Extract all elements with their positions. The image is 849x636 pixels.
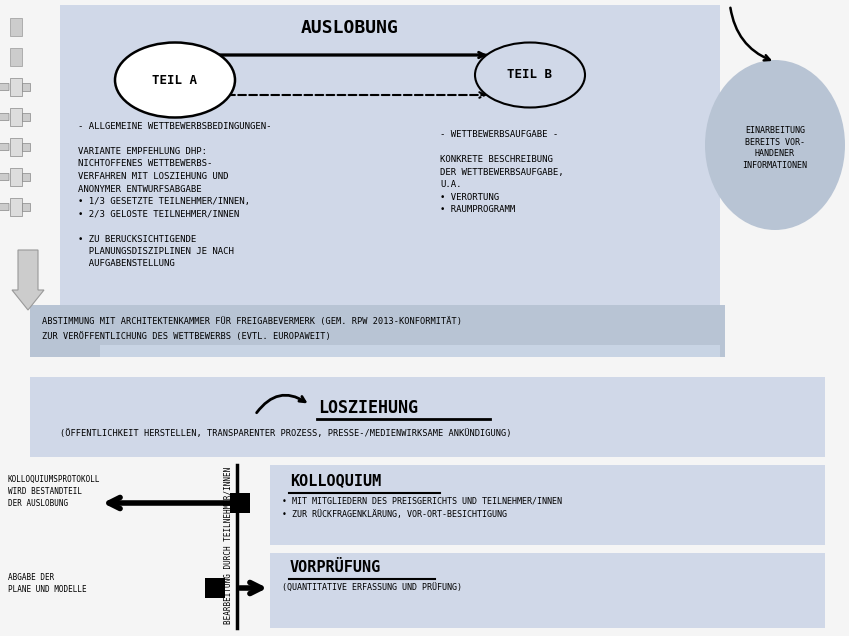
Bar xyxy=(10,48,22,66)
Bar xyxy=(270,465,825,545)
FancyArrow shape xyxy=(0,202,9,212)
Bar xyxy=(22,113,30,121)
Bar xyxy=(22,143,30,151)
FancyArrow shape xyxy=(0,81,9,92)
Bar xyxy=(270,553,825,628)
Bar xyxy=(10,78,22,96)
Bar xyxy=(10,108,22,126)
Text: • MIT MITGLIEDERN DES PREISGERICHTS UND TEILNEHMER/INNEN
• ZUR RÜCKFRAGENKLÄRUNG: • MIT MITGLIEDERN DES PREISGERICHTS UND … xyxy=(282,497,562,518)
Bar xyxy=(10,168,22,186)
Text: BEARBEITUNG DURCH TEILNEHMER/INNEN: BEARBEITUNG DURCH TEILNEHMER/INNEN xyxy=(223,466,233,624)
Bar xyxy=(30,377,825,457)
Bar xyxy=(10,138,22,156)
FancyArrow shape xyxy=(0,172,9,183)
Ellipse shape xyxy=(705,60,845,230)
Text: ABGABE DER
PLANE UND MODELLE: ABGABE DER PLANE UND MODELLE xyxy=(8,573,87,594)
FancyArrow shape xyxy=(0,111,9,123)
Bar xyxy=(0,628,849,636)
Text: - ALLGEMEINE WETTBEWERBSBEDINGUNGEN-

VARIANTE EMPFEHLUNG DHP:
NICHTOFFENES WETT: - ALLGEMEINE WETTBEWERBSBEDINGUNGEN- VAR… xyxy=(78,122,272,268)
Text: KOLLOQUIUM: KOLLOQUIUM xyxy=(290,473,381,488)
Text: TEIL A: TEIL A xyxy=(153,74,198,86)
Text: - WETTBEWERBSAUFGABE -

KONKRETE BESCHREIBUNG
DER WETTBEWERBSAUFGABE,
U.A.
• VER: - WETTBEWERBSAUFGABE - KONKRETE BESCHREI… xyxy=(440,130,564,214)
Bar xyxy=(10,198,22,216)
Bar xyxy=(22,83,30,91)
Text: ZUR VERÖFFENTLICHUNG DES WETTBEWERBS (EVTL. EUROPAWEIT): ZUR VERÖFFENTLICHUNG DES WETTBEWERBS (EV… xyxy=(42,332,331,341)
Text: EINARBEITUNG
BEREITS VOR-
HANDENER
INFORMATIONEN: EINARBEITUNG BEREITS VOR- HANDENER INFOR… xyxy=(743,126,807,170)
Bar xyxy=(10,18,22,36)
Bar xyxy=(60,5,720,305)
Bar xyxy=(22,173,30,181)
Text: ABSTIMMUNG MIT ARCHITEKTENKAMMER FÜR FREIGABEVERMERK (GEM. RPW 2013-KONFORMITÄT): ABSTIMMUNG MIT ARCHITEKTENKAMMER FÜR FRE… xyxy=(42,317,462,326)
Text: TEIL B: TEIL B xyxy=(508,69,553,81)
Bar xyxy=(0,457,849,465)
Ellipse shape xyxy=(115,43,235,118)
Text: KOLLOQUIUMSPROTOKOLL
WIRD BESTANDTEIL
DER AUSLOBUNG: KOLLOQUIUMSPROTOKOLL WIRD BESTANDTEIL DE… xyxy=(8,475,100,508)
FancyArrow shape xyxy=(12,250,44,310)
Bar xyxy=(22,203,30,211)
Bar xyxy=(100,345,720,370)
Text: (QUANTITATIVE ERFASSUNG UND PRÜFUNG): (QUANTITATIVE ERFASSUNG UND PRÜFUNG) xyxy=(282,583,462,592)
Text: VORPRÜFUNG: VORPRÜFUNG xyxy=(290,560,381,575)
Ellipse shape xyxy=(475,43,585,107)
Bar xyxy=(0,545,849,553)
Text: LOSZIEHUNG: LOSZIEHUNG xyxy=(318,399,418,417)
Bar xyxy=(205,578,225,598)
Bar xyxy=(230,493,250,513)
FancyArrow shape xyxy=(0,141,9,153)
Text: AUSLOBUNG: AUSLOBUNG xyxy=(301,19,399,37)
Bar xyxy=(30,305,725,357)
Bar xyxy=(0,357,849,377)
Text: (ÖFFENTLICHKEIT HERSTELLEN, TRANSPARENTER PROZESS, PRESSE-/MEDIENWIRKSAME ANKÜND: (ÖFFENTLICHKEIT HERSTELLEN, TRANSPARENTE… xyxy=(60,429,511,438)
